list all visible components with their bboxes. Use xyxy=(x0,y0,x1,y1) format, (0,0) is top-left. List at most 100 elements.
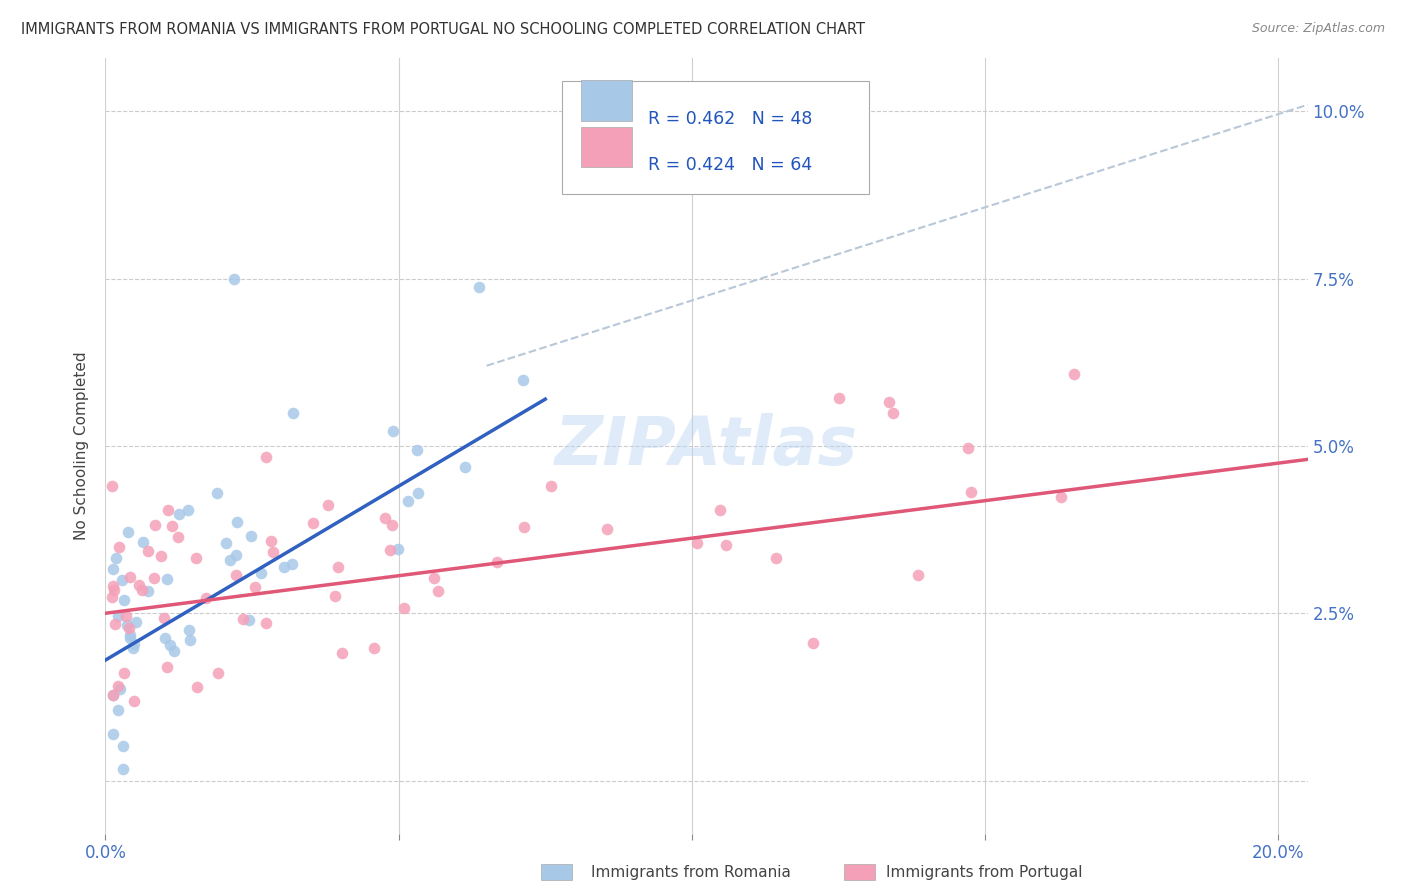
Point xyxy=(115,609,138,624)
Point xyxy=(101,688,124,702)
Text: R = 0.462   N = 48: R = 0.462 N = 48 xyxy=(648,110,813,128)
Point xyxy=(125,615,148,629)
Point xyxy=(118,622,141,636)
Point xyxy=(122,694,145,708)
Text: Immigrants from Romania: Immigrants from Romania xyxy=(591,865,790,880)
Point xyxy=(454,459,477,474)
Point xyxy=(254,450,277,464)
Point xyxy=(112,593,135,607)
Point xyxy=(101,591,124,605)
Point xyxy=(765,551,787,566)
Point xyxy=(323,589,346,603)
Point xyxy=(207,666,229,681)
Point xyxy=(716,538,738,552)
Text: ZIPAtlas: ZIPAtlas xyxy=(555,413,858,479)
Point xyxy=(156,660,179,674)
Point xyxy=(159,638,181,652)
Bar xyxy=(844,864,875,880)
Point xyxy=(142,571,165,585)
Point xyxy=(207,486,229,500)
Point xyxy=(179,633,201,648)
Point xyxy=(686,535,709,549)
Point xyxy=(423,571,446,585)
Point xyxy=(406,443,429,458)
Point xyxy=(281,405,304,419)
Point xyxy=(907,567,929,582)
Point xyxy=(238,613,260,627)
Point xyxy=(1050,490,1073,504)
Point xyxy=(162,519,184,533)
Text: R = 0.424   N = 64: R = 0.424 N = 64 xyxy=(648,156,811,174)
Point xyxy=(301,516,323,530)
FancyBboxPatch shape xyxy=(562,81,869,194)
Point xyxy=(226,515,249,529)
Point xyxy=(156,502,179,516)
Point xyxy=(273,560,295,574)
Point xyxy=(243,580,266,594)
Point xyxy=(110,573,132,587)
Point xyxy=(112,739,135,754)
Point xyxy=(163,644,186,658)
Point xyxy=(381,517,404,532)
Point xyxy=(382,424,405,438)
Point xyxy=(254,616,277,631)
Point xyxy=(105,551,128,566)
Point xyxy=(1063,367,1085,381)
Text: IMMIGRANTS FROM ROMANIA VS IMMIGRANTS FROM PORTUGAL NO SCHOOLING COMPLETED CORRE: IMMIGRANTS FROM ROMANIA VS IMMIGRANTS FR… xyxy=(21,22,865,37)
Point xyxy=(280,557,302,571)
Point xyxy=(882,406,904,420)
Point xyxy=(149,549,172,563)
Point xyxy=(107,703,129,717)
Point xyxy=(120,570,142,584)
Point xyxy=(828,391,851,405)
Point xyxy=(101,727,124,741)
Point xyxy=(136,583,159,598)
Point xyxy=(318,498,340,512)
Point xyxy=(104,617,127,632)
Point xyxy=(101,688,124,702)
Point xyxy=(513,520,536,534)
Point xyxy=(121,640,143,655)
Point xyxy=(801,636,824,650)
Point xyxy=(378,542,401,557)
Point xyxy=(326,559,349,574)
Point xyxy=(156,572,179,586)
Point xyxy=(877,395,900,409)
Point xyxy=(120,628,142,642)
Point xyxy=(107,679,129,693)
Point xyxy=(110,682,132,697)
Point xyxy=(117,618,139,632)
Text: Immigrants from Portugal: Immigrants from Portugal xyxy=(886,865,1083,880)
Point xyxy=(330,646,353,660)
Point xyxy=(468,280,491,294)
Point xyxy=(596,522,619,536)
Point xyxy=(486,555,509,569)
Point xyxy=(177,503,200,517)
Point xyxy=(709,503,731,517)
Point xyxy=(184,551,207,566)
Point xyxy=(540,479,562,493)
Point xyxy=(103,583,125,598)
FancyBboxPatch shape xyxy=(582,80,631,120)
Point xyxy=(136,544,159,558)
Point xyxy=(101,562,124,576)
Point xyxy=(260,533,283,548)
Point xyxy=(131,582,153,597)
Point xyxy=(128,577,150,591)
Point xyxy=(224,271,246,285)
Point xyxy=(143,518,166,533)
Point xyxy=(131,534,153,549)
Point xyxy=(118,632,141,646)
Point xyxy=(100,479,122,493)
Y-axis label: No Schooling Completed: No Schooling Completed xyxy=(75,351,90,541)
Point xyxy=(215,536,238,550)
Point xyxy=(107,609,129,624)
Point xyxy=(122,637,145,651)
Point xyxy=(249,566,271,581)
Point xyxy=(262,545,284,559)
Point xyxy=(167,530,190,544)
Point xyxy=(155,631,177,645)
Point xyxy=(219,553,242,567)
Point xyxy=(152,611,174,625)
Point xyxy=(427,583,450,598)
